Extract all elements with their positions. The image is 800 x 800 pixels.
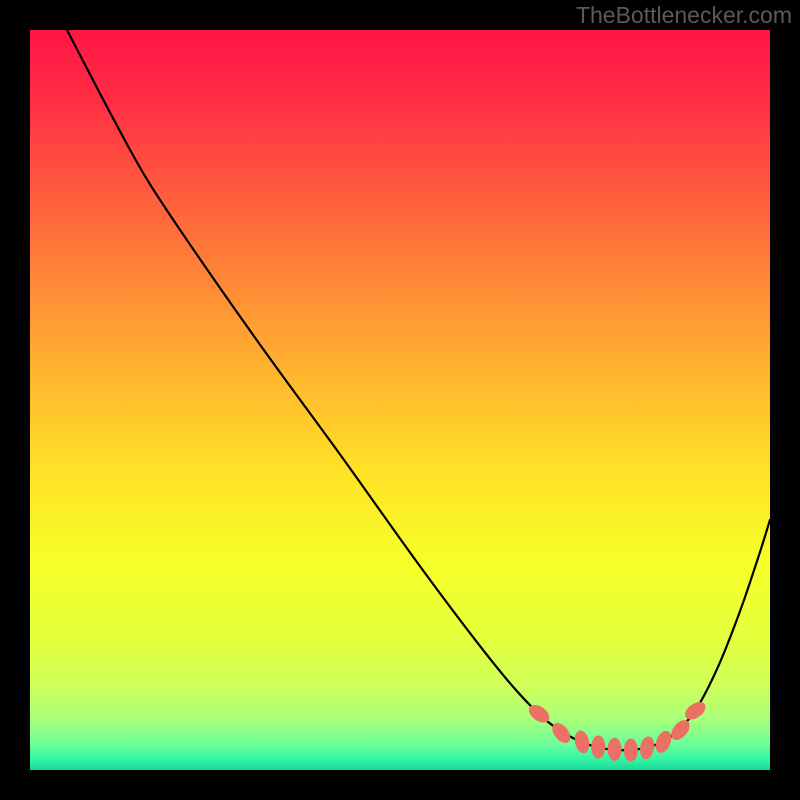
attribution-text: TheBottlenecker.com bbox=[576, 2, 792, 29]
marker-dot bbox=[608, 738, 621, 760]
bottleneck-chart bbox=[0, 0, 800, 800]
chart-stage: TheBottlenecker.com bbox=[0, 0, 800, 800]
marker-dot bbox=[592, 736, 605, 758]
gradient-plot-area bbox=[30, 30, 770, 770]
marker-dot bbox=[624, 739, 637, 761]
